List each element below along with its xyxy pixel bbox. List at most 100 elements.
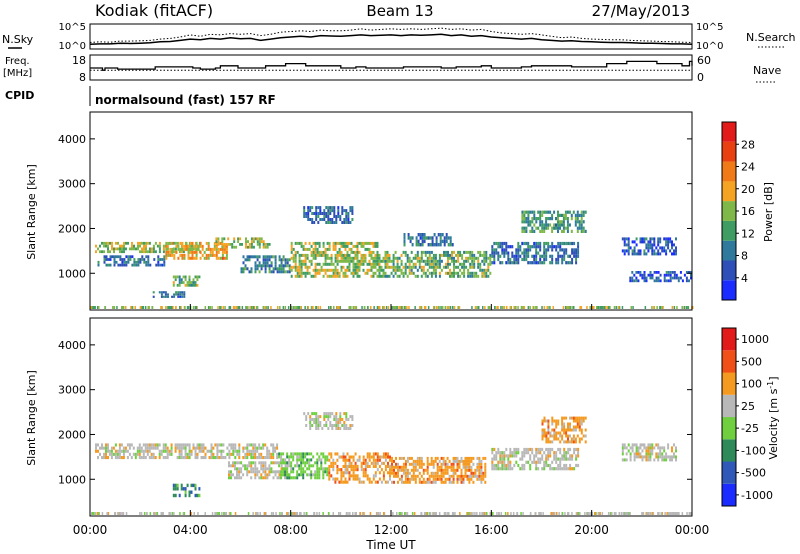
power-cell [332,244,335,248]
power-cell [418,259,421,263]
power-cell [411,236,414,240]
power-cell [221,240,224,243]
velocity-cell [637,455,640,459]
velocity-clutter-cell [486,512,488,515]
velocity-cell [578,440,581,444]
velocity-cell [228,461,230,465]
velocity-cell [553,437,556,441]
power-cell [175,291,178,294]
velocity-cell [440,477,443,481]
beam-title: Beam 13 [366,2,433,20]
velocity-cell [101,456,103,460]
power-cell [449,243,452,247]
power-clutter-cell [662,306,664,309]
power-clutter-cell [90,306,92,309]
velocity-cell [434,459,437,463]
velocity-cell [320,452,323,456]
power-cell [95,244,97,248]
velocity-cell [553,454,556,458]
power-cell [407,236,410,240]
velocity-cell [364,461,367,465]
power-cell [649,237,652,241]
power-cell [479,265,482,269]
velocity-cell [99,452,101,456]
power-cell [527,223,530,227]
velocity-cell [480,459,483,463]
power-cell [332,274,335,278]
power-cell [334,271,337,275]
power-cell [119,255,122,259]
velocity-cell [323,424,326,427]
power-cell [505,251,508,255]
power-cell [250,270,253,274]
velocity-clutter-cell [492,512,494,515]
power-cell [292,265,295,269]
power-cell [356,262,359,266]
velocity-cell [391,462,393,466]
power-clutter-cell [501,306,504,309]
power-cell [308,259,311,263]
velocity-cell [645,446,648,450]
power-cell [352,271,355,275]
velocity-clutter-cell [156,512,159,515]
power-cell [463,274,466,278]
velocity-clutter-cell [183,512,186,515]
power-cell [317,215,320,218]
power-cell [179,253,182,257]
velocity-cell [551,416,554,420]
velocity-cell [136,452,139,456]
power-cell [580,217,583,221]
velocity-cell [404,471,407,475]
velocity-cell [340,468,343,472]
power-cell [160,293,163,296]
power-cell [356,265,359,269]
velocity-cell [389,468,391,472]
power-cell [527,241,530,246]
velocity-cell [629,452,632,456]
velocity-cell [509,454,512,458]
power-cell [635,276,638,280]
power-cell [196,275,199,279]
velocity-cell [244,446,247,450]
power-cell [107,263,110,267]
power-cell [431,243,434,247]
velocity-cell [294,476,297,480]
power-cell [344,244,347,248]
velocity-cell [276,443,279,447]
power-clutter-cell [379,306,381,309]
velocity-cell [448,477,451,481]
power-cell [527,261,530,265]
velocity-cell [478,474,481,478]
velocity-cell [284,476,287,480]
power-cell [321,212,324,215]
power-cell [426,256,429,260]
power-cell [408,265,411,269]
power-cell [324,268,327,272]
velocity-cell [298,458,301,462]
velocity-cell [575,454,578,458]
velocity-cell [468,480,471,484]
power-cell [651,249,654,253]
power-cell [282,270,285,274]
power-cell [150,250,153,254]
power-cell [421,239,424,244]
power-cell [147,260,150,264]
power-cell [673,276,676,280]
velocity-cell [335,427,338,430]
power-cell [633,249,636,253]
power-cell [469,274,472,278]
power-clutter-cell [606,306,609,309]
power-cell [159,258,162,261]
power-cell [167,295,169,298]
power-cell [392,253,395,257]
velocity-cell [444,480,447,484]
power-cell [435,236,438,240]
power-cell [525,226,528,230]
power-cell [304,256,307,260]
velocity-cell [354,477,357,481]
power-cell [354,244,357,248]
velocity-cell [523,454,526,458]
power-cell [635,243,638,247]
power-cell [107,247,109,251]
power-cell [205,253,208,257]
